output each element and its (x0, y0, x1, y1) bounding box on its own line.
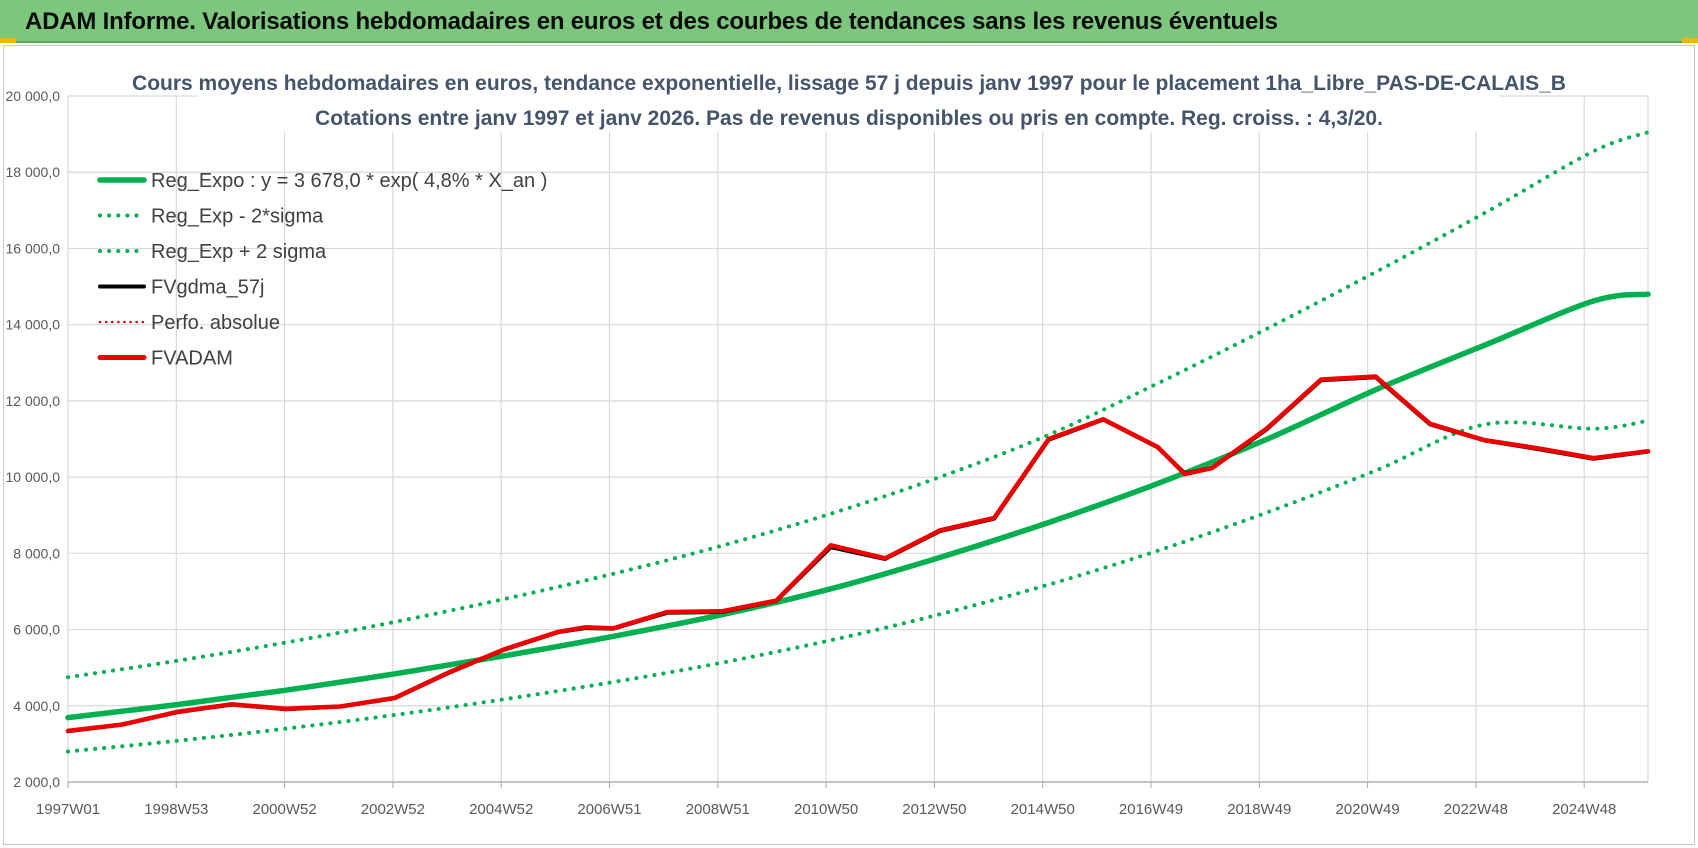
x-tick-label: 2010W50 (794, 801, 858, 818)
y-tick-label: 20 000,0 (6, 88, 61, 104)
axis-layer: 2 000,0 4 000,0 6 000,0 8 000,0 10 000,0 12 0… (6, 88, 1648, 818)
chart-title-background (198, 70, 1500, 132)
series-fvadam-line (65, 374, 1651, 734)
x-tick-label: 2024W48 (1552, 801, 1616, 818)
legend-reg-exp-minus-2sigma: Reg_Exp - 2*sigma (98, 206, 324, 228)
report-title: ADAM Informe. Valorisations hebdomadaire… (25, 8, 1278, 35)
series-fvgdma-57j-line (66, 375, 1650, 734)
x-tick-label: 2006W51 (577, 801, 641, 818)
report-banner: ADAM Informe. Valorisations hebdomadaire… (0, 0, 1698, 43)
legend: Reg_Expo : y = 3 678,0 * exp( 4,8% * X_a… (97, 170, 547, 370)
legend-reg-expo: Reg_Expo : y = 3 678,0 * exp( 4,8% * X_a… (97, 170, 547, 192)
x-tick-label: 2020W49 (1335, 801, 1399, 818)
y-tick-label: 16 000,0 (6, 240, 61, 256)
y-tick-label: 4 000,0 (13, 698, 60, 714)
x-tick-label: 1998W53 (144, 801, 208, 818)
y-tick-label: 14 000,0 (6, 317, 61, 333)
x-tick-label: 2014W50 (1011, 801, 1075, 818)
grid-layer (67, 95, 1649, 783)
y-tick-label: 8 000,0 (13, 545, 60, 561)
legend-fvgdma-57j: FVgdma_57j (98, 277, 264, 299)
y-tick-label: 18 000,0 (6, 164, 61, 180)
chart-subtitle: Cotations entre janv 1997 et janv 2026. … (315, 107, 1383, 130)
legend-perfo-absolue: Perfo. absolue (98, 312, 280, 334)
legend-fvadam: FVADAM (97, 348, 233, 370)
legend-label: Reg_Exp - 2*sigma (151, 206, 324, 228)
y-tick-label: 12 000,0 (6, 393, 61, 409)
chart-frame (3, 45, 1695, 845)
x-tick-label: 2016W49 (1119, 801, 1183, 818)
series-reg-exp-minus-2sigma-line (66, 418, 1650, 754)
x-tick-label: 2000W52 (252, 801, 316, 818)
legend-label: Reg_Expo : y = 3 678,0 * exp( 4,8% * X_a… (151, 170, 547, 192)
series-layer (65, 130, 1651, 754)
x-tick-label: 1997W01 (36, 801, 100, 818)
legend-label: Reg_Exp + 2 sigma (151, 241, 327, 263)
x-tick-label: 2022W48 (1444, 801, 1508, 818)
legend-label: FVADAM (151, 348, 233, 370)
x-tick-label: 2008W51 (686, 801, 750, 818)
x-tick-label: 2012W50 (902, 801, 966, 818)
y-tick-label: 10 000,0 (6, 469, 61, 485)
corner-marker-right (1682, 38, 1698, 43)
corner-marker-left (0, 38, 16, 43)
legend-reg-exp-plus-2sigma: Reg_Exp + 2 sigma (98, 241, 327, 263)
legend-label: Perfo. absolue (151, 312, 280, 334)
y-tick-label: 2 000,0 (13, 774, 60, 790)
x-tick-label: 2002W52 (361, 801, 425, 818)
series-reg-expo-line (65, 291, 1651, 721)
chart-title: Cours moyens hebdomadaires en euros, ten… (132, 72, 1566, 95)
x-tick-label: 2018W49 (1227, 801, 1291, 818)
y-tick-label: 6 000,0 (13, 622, 60, 638)
x-tick-label: 2004W52 (469, 801, 533, 818)
legend-label: FVgdma_57j (151, 277, 264, 299)
